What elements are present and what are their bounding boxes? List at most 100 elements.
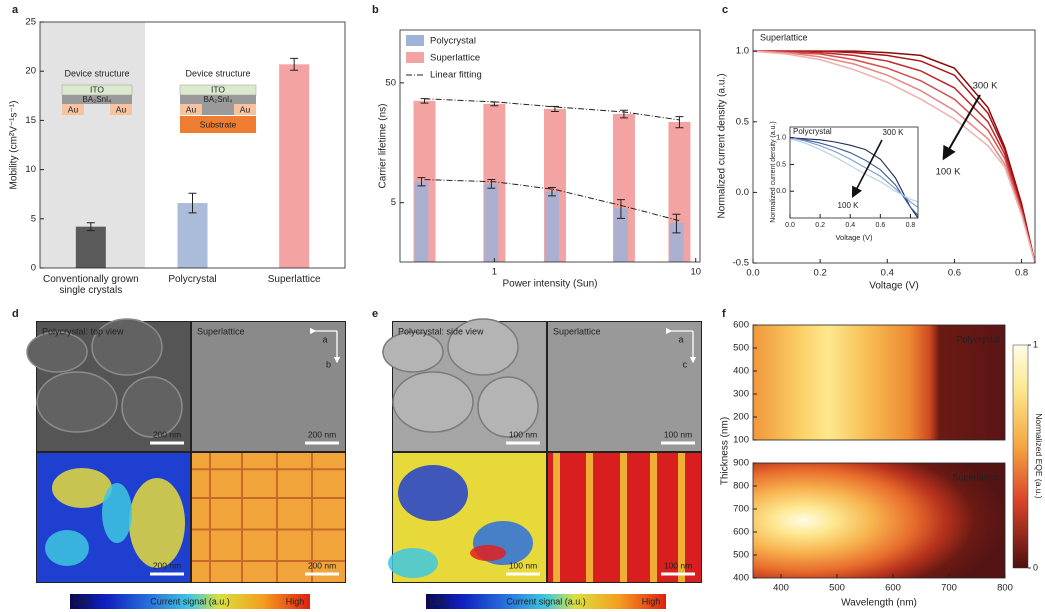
fit-line [424, 98, 680, 121]
image-caption: Superlattice [197, 326, 245, 336]
grain [121, 376, 183, 438]
y-axis-label: Mobility (cm²V⁻¹s⁻¹) [9, 101, 20, 190]
x-axis-label: Voltage (V) [869, 281, 918, 292]
heatmap [753, 325, 1005, 440]
legend-label: Linear fitting [430, 70, 482, 81]
y-tick-label: 1.0 [736, 46, 749, 57]
x-axis-label: Voltage (V) [835, 233, 873, 242]
micrograph [548, 322, 701, 451]
category-label-box: Conventionally grown single crystals [43, 274, 139, 296]
arrow [851, 139, 883, 198]
image-caption: Polycrystal: top view [42, 326, 124, 336]
line-series [753, 50, 1036, 264]
line-series [753, 50, 1036, 264]
axis-label: a [322, 334, 327, 344]
y-tick-label: 5 [391, 197, 396, 208]
x-tick-label: 0.4 [881, 268, 894, 279]
category-label-box: Superlattice [268, 274, 321, 285]
bar [484, 183, 499, 262]
current-domain [52, 468, 112, 508]
stripe [553, 453, 560, 582]
scale-bar-label: 100 nm [509, 429, 537, 439]
annotation: 300 K [973, 81, 998, 92]
y-tick-label: 0 [31, 263, 36, 274]
category-label-box: Polycrystal [168, 274, 216, 285]
y-tick-label: 400 [733, 366, 749, 377]
image-caption: Superlattice [553, 326, 601, 336]
y-tick-label: 600 [733, 320, 749, 331]
y-tick-label: -0.5 [733, 258, 749, 269]
x-tick-label: 0.4 [845, 222, 855, 229]
scale-bar-label: 100 nm [664, 429, 692, 439]
error-bar [616, 199, 625, 219]
plot-frame [752, 324, 1006, 441]
scale-label: Current signal (a.u.) [506, 596, 586, 606]
micrograph [192, 322, 345, 451]
line-series [752, 50, 1036, 264]
y-tick-label: 0.0 [736, 187, 749, 198]
scale-bar-label: 200 nm [153, 429, 181, 439]
y-tick-label: 300 [733, 389, 749, 400]
x-axis-label: Power intensity (Sun) [502, 279, 597, 290]
error-bar [86, 222, 95, 232]
x-tick-label: 0.2 [814, 268, 827, 279]
signal-colorbar [70, 594, 310, 609]
current-domain [398, 465, 468, 521]
error-bar [188, 192, 197, 214]
x-tick-label: 0.6 [875, 222, 885, 229]
stripe [650, 453, 657, 582]
error-bar [417, 177, 426, 187]
current-domain [388, 548, 438, 578]
annotation: Au [116, 104, 127, 114]
scale-low: Low [74, 596, 91, 606]
scale-bar-label: 100 nm [664, 560, 692, 570]
y-tick-label: 500 [733, 343, 749, 354]
colorbar [1012, 344, 1029, 569]
y-axis-label: Normalized current density (a.u.) [717, 73, 728, 218]
arrow [942, 94, 981, 161]
y-tick-label: 700 [733, 504, 749, 515]
scale-label: Current signal (a.u.) [150, 596, 230, 606]
plot-frame [789, 126, 919, 219]
x-tick-label: Conventionally grown single crystals [43, 274, 139, 296]
y-tick-label: 20 [25, 66, 36, 77]
image-caption: Polycrystal: side view [398, 326, 484, 336]
device-schematic [61, 84, 257, 133]
grain [91, 318, 163, 376]
y-tick-label: 600 [733, 527, 749, 538]
scale-low: Low [430, 596, 447, 606]
line-series [752, 50, 1036, 264]
scale-bar-label: 200 nm [308, 560, 336, 570]
panel-letter: b [372, 4, 379, 16]
x-tick-label: 600 [885, 583, 901, 594]
line-series [752, 50, 1036, 264]
y-tick-label: 400 [733, 573, 749, 584]
scale-bar-label: 200 nm [153, 560, 181, 570]
x-tick-label: 800 [997, 583, 1013, 594]
legend-swatch [406, 35, 424, 46]
annotation: Superlattice [952, 472, 1000, 482]
line-series [789, 137, 919, 219]
grain [382, 331, 444, 373]
grain [36, 371, 118, 433]
axis-label: c [683, 359, 688, 369]
y-tick-label: 0.0 [776, 188, 786, 195]
plot-frame [399, 29, 701, 263]
x-tick-label: 0.0 [785, 222, 795, 229]
panel-letter: d [12, 308, 19, 320]
y-tick-label: 800 [733, 481, 749, 492]
annotation: ITO [90, 84, 104, 94]
line-series [789, 137, 919, 216]
legend-label: Polycrystal [430, 36, 476, 47]
bar [544, 191, 559, 262]
panel-letter: e [372, 308, 378, 320]
grain [26, 331, 88, 373]
colorbar-tick-label: 1 [1033, 339, 1038, 349]
x-tick-label: 0.6 [948, 268, 961, 279]
annotation: Au [240, 104, 251, 114]
current-domain [129, 478, 185, 568]
y-axis-label: Normalized current density (a.u.) [770, 121, 777, 223]
error-bar [550, 105, 559, 113]
